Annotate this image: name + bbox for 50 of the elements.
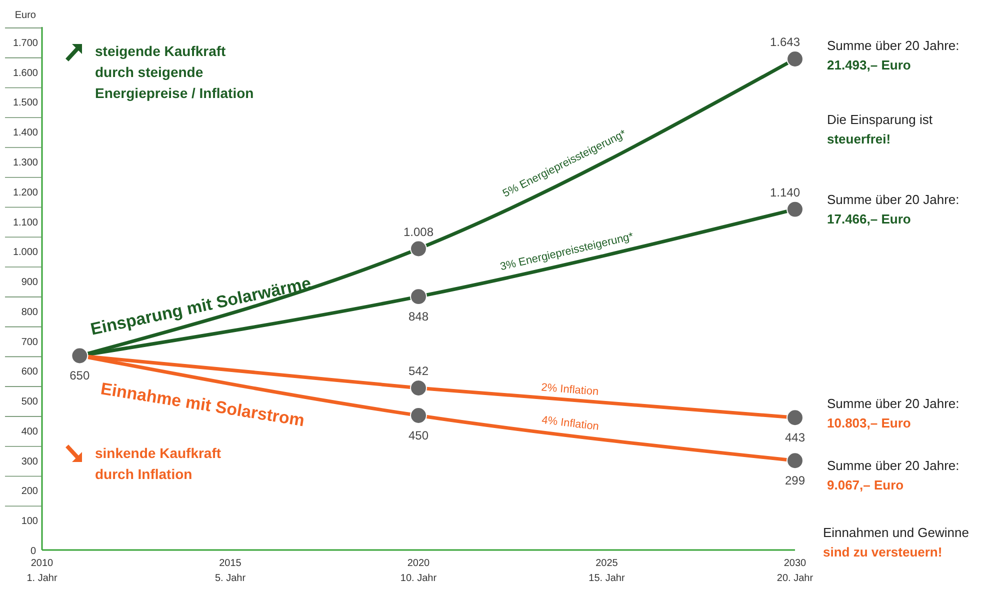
data-label: 450 <box>408 428 429 443</box>
y-tick-label: 800 <box>21 306 38 318</box>
y-tick-label: 300 <box>21 456 38 468</box>
data-label: 1.140 <box>770 185 800 200</box>
y-tick-label: 1.000 <box>12 247 38 258</box>
y-tick-label: 100 <box>21 516 38 528</box>
y-tick-label: 500 <box>21 396 38 408</box>
y-tick-label: 900 <box>21 277 38 288</box>
y-tick-label: 1.500 <box>12 98 38 109</box>
data-label: 299 <box>784 474 806 488</box>
annotation: sinkende Kaufkraft durch Inflation <box>95 445 222 482</box>
y-tick-label: 200 <box>21 486 38 498</box>
data-label: 848 <box>408 310 429 324</box>
y-tick-label: 1.200 <box>12 187 38 198</box>
text: Summe über 20 Jahre: 10.803,– Euro <box>827 396 960 430</box>
x-tick-label: 2025 <box>596 558 618 569</box>
text: 10. Jahr <box>400 573 438 584</box>
y-tick-label: 1.400 <box>12 128 38 139</box>
y-tick-label: 0 <box>30 546 36 557</box>
data-label: 1.643 <box>770 34 800 49</box>
data-label: 542 <box>408 364 429 378</box>
y-axis-title: Euro <box>14 10 36 21</box>
series-label: 2% Inflation <box>540 382 600 398</box>
x-tick-label: 2020 <box>407 558 430 569</box>
text: Die Einsparung ist steuerfrei! <box>827 112 933 146</box>
text: 15. Jahr <box>588 573 626 584</box>
data-label: 1.008 <box>403 224 434 239</box>
text: Summe über 20 Jahre: 9.067,– Euro <box>827 458 960 492</box>
annotation: steigende Kaufkraft durch steigende Energiepreise / Inflation <box>95 43 254 101</box>
text: 5. Jahr <box>214 573 246 584</box>
text: 1. Jahr <box>26 573 58 584</box>
text: Summe über 20 Jahre: 21.493,– Euro <box>827 38 960 72</box>
y-tick-label: 1.600 <box>12 68 38 79</box>
text: 4% Inflation <box>541 414 600 434</box>
y-tick-label: 700 <box>21 336 38 348</box>
y-tick-label: 400 <box>21 426 38 438</box>
text: Summe über 20 Jahre: 17.466,– Euro <box>827 192 960 226</box>
text: Einnahmen und Gewinne sind zu versteuern! <box>823 525 969 560</box>
y-tick-label: 1.100 <box>12 217 38 228</box>
y-tick-label: 1.300 <box>12 157 38 168</box>
x-tick-label: 2015 <box>219 558 242 569</box>
annotation: Einnahme mit Solarstrom <box>99 379 306 430</box>
data-label: 650 <box>70 368 90 383</box>
data-label: 443 <box>784 430 806 445</box>
annotation: Einsparung mit Solarwärme <box>88 274 313 339</box>
text: 20. Jahr <box>776 573 814 584</box>
x-tick-label: 2010 <box>30 558 54 569</box>
y-tick-label: 600 <box>21 366 38 378</box>
y-tick-label: 1.700 <box>12 38 38 49</box>
x-tick-label: 2030 <box>784 558 807 569</box>
